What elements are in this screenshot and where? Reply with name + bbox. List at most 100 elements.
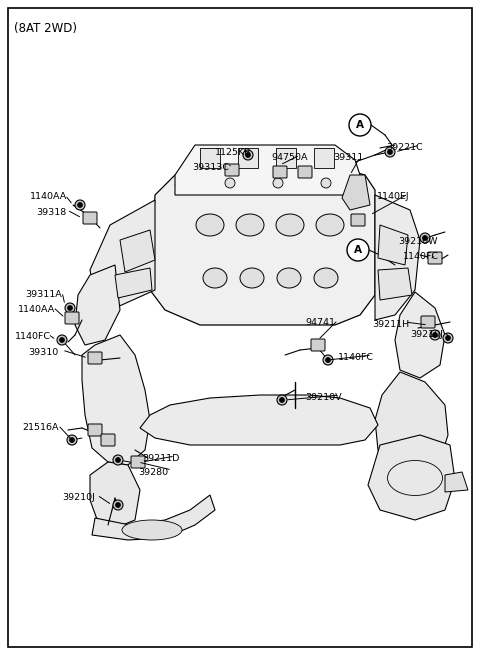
Polygon shape <box>276 148 296 168</box>
Text: 39318: 39318 <box>36 208 66 217</box>
Text: 39313C: 39313C <box>192 163 229 172</box>
Polygon shape <box>175 145 360 195</box>
Circle shape <box>67 435 77 445</box>
FancyBboxPatch shape <box>428 252 442 264</box>
Circle shape <box>245 153 251 157</box>
Circle shape <box>116 457 120 462</box>
Circle shape <box>243 150 253 160</box>
Circle shape <box>113 500 123 510</box>
Ellipse shape <box>316 214 344 236</box>
Polygon shape <box>445 472 468 492</box>
Text: A: A <box>354 245 362 255</box>
Text: 39210W: 39210W <box>398 237 437 246</box>
Circle shape <box>113 455 123 465</box>
Ellipse shape <box>236 214 264 236</box>
Circle shape <box>75 200 85 210</box>
Text: 39210V: 39210V <box>305 393 342 402</box>
Circle shape <box>347 239 369 261</box>
Ellipse shape <box>276 214 304 236</box>
FancyBboxPatch shape <box>421 316 435 328</box>
Circle shape <box>432 333 437 337</box>
Text: 1125KB: 1125KB <box>215 148 252 157</box>
Ellipse shape <box>203 268 227 288</box>
Text: 94750A: 94750A <box>271 153 308 162</box>
FancyBboxPatch shape <box>311 339 325 351</box>
Polygon shape <box>90 200 155 308</box>
Circle shape <box>273 178 283 188</box>
Text: 39311A: 39311A <box>25 290 62 299</box>
Text: 39221C: 39221C <box>386 143 423 152</box>
Text: 39211H: 39211H <box>372 320 409 329</box>
Ellipse shape <box>196 214 224 236</box>
FancyBboxPatch shape <box>88 424 102 436</box>
Polygon shape <box>150 168 375 325</box>
FancyBboxPatch shape <box>83 212 97 224</box>
FancyBboxPatch shape <box>273 166 287 178</box>
Text: 1140AA: 1140AA <box>30 192 67 201</box>
FancyBboxPatch shape <box>101 434 115 446</box>
Text: 1140AA: 1140AA <box>18 305 55 314</box>
Circle shape <box>65 303 75 313</box>
Text: 39310: 39310 <box>28 348 58 357</box>
Text: 1140FC: 1140FC <box>15 332 51 341</box>
FancyBboxPatch shape <box>65 312 79 324</box>
Polygon shape <box>314 148 334 168</box>
Text: 1140FC: 1140FC <box>338 353 374 362</box>
Polygon shape <box>92 495 215 540</box>
Text: 39280: 39280 <box>138 468 168 477</box>
Polygon shape <box>342 175 370 210</box>
Polygon shape <box>368 435 455 520</box>
Circle shape <box>116 502 120 508</box>
Circle shape <box>349 114 371 136</box>
Polygon shape <box>140 395 378 445</box>
FancyBboxPatch shape <box>88 352 102 364</box>
Polygon shape <box>90 462 140 528</box>
Text: 1140FC: 1140FC <box>403 252 439 261</box>
Text: A: A <box>356 120 364 130</box>
Text: 1140EJ: 1140EJ <box>377 192 409 201</box>
Polygon shape <box>200 148 220 168</box>
Ellipse shape <box>314 268 338 288</box>
Ellipse shape <box>122 520 182 540</box>
Polygon shape <box>395 292 445 378</box>
Polygon shape <box>378 225 408 265</box>
Circle shape <box>422 236 428 240</box>
Circle shape <box>77 202 83 208</box>
Circle shape <box>277 395 287 405</box>
Circle shape <box>385 147 395 157</box>
Polygon shape <box>120 230 155 272</box>
Text: 94741: 94741 <box>305 318 335 327</box>
Circle shape <box>60 337 64 343</box>
Polygon shape <box>375 195 420 320</box>
Polygon shape <box>82 335 150 465</box>
Text: 39311: 39311 <box>333 153 363 162</box>
Circle shape <box>430 330 440 340</box>
Circle shape <box>70 438 74 443</box>
Polygon shape <box>75 265 120 345</box>
Ellipse shape <box>277 268 301 288</box>
Polygon shape <box>115 268 152 298</box>
FancyBboxPatch shape <box>131 456 145 468</box>
Circle shape <box>420 233 430 243</box>
Polygon shape <box>378 268 412 300</box>
Circle shape <box>225 178 235 188</box>
Circle shape <box>57 335 67 345</box>
Circle shape <box>445 335 451 341</box>
Text: 21516A: 21516A <box>22 423 59 432</box>
Circle shape <box>323 355 333 365</box>
Polygon shape <box>375 372 448 472</box>
FancyBboxPatch shape <box>298 166 312 178</box>
Text: 39210J: 39210J <box>410 330 443 339</box>
Circle shape <box>443 333 453 343</box>
FancyBboxPatch shape <box>351 214 365 226</box>
Text: (8AT 2WD): (8AT 2WD) <box>14 22 77 35</box>
Circle shape <box>279 398 285 403</box>
FancyBboxPatch shape <box>225 164 239 176</box>
Polygon shape <box>238 148 258 168</box>
Text: 39211D: 39211D <box>142 454 180 463</box>
Circle shape <box>387 149 393 155</box>
Circle shape <box>68 305 72 310</box>
Circle shape <box>321 178 331 188</box>
Ellipse shape <box>240 268 264 288</box>
Text: 39210J: 39210J <box>62 493 95 502</box>
